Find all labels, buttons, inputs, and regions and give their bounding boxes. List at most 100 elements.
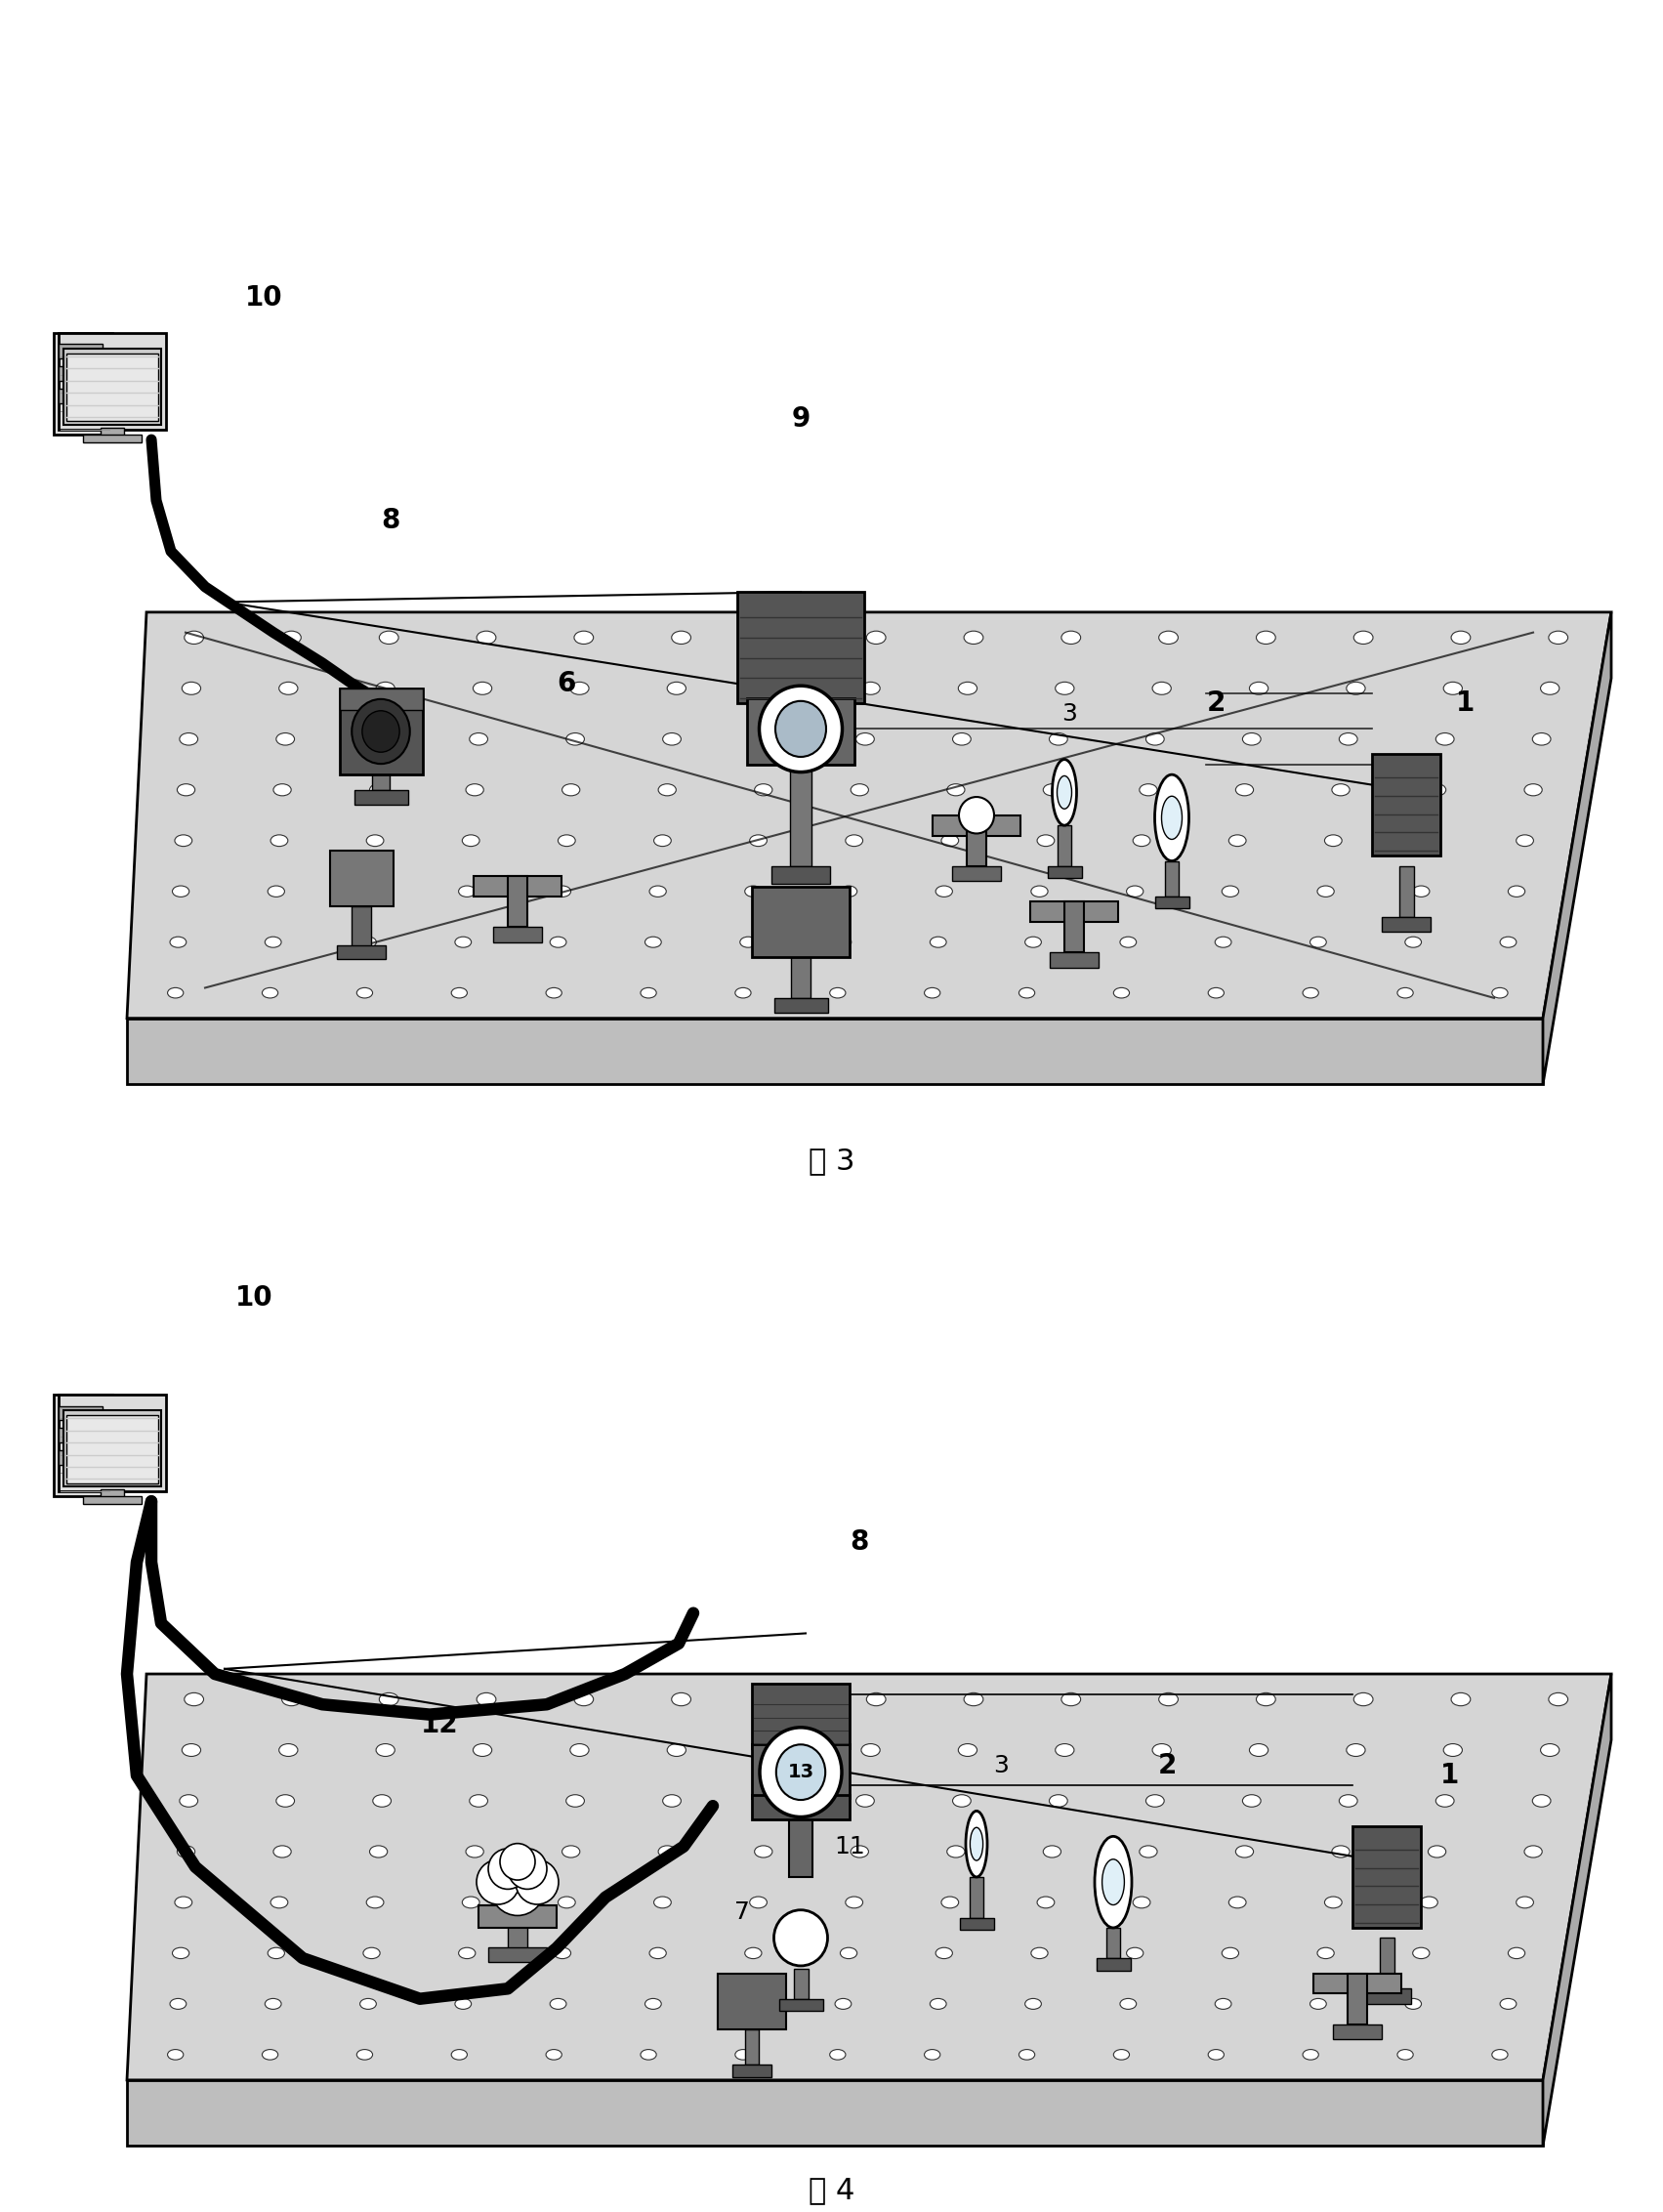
- Ellipse shape: [554, 885, 570, 896]
- Ellipse shape: [273, 783, 291, 796]
- Bar: [1379, 1938, 1394, 1989]
- Bar: [329, 852, 392, 907]
- Bar: [100, 427, 125, 438]
- Ellipse shape: [175, 834, 191, 847]
- Ellipse shape: [1038, 834, 1054, 847]
- Ellipse shape: [1256, 1692, 1276, 1705]
- Ellipse shape: [953, 732, 971, 745]
- Ellipse shape: [175, 1896, 191, 1909]
- Ellipse shape: [170, 1997, 186, 2008]
- Ellipse shape: [740, 936, 757, 947]
- Bar: [970, 1878, 983, 1918]
- Ellipse shape: [1126, 885, 1144, 896]
- Ellipse shape: [1126, 1947, 1144, 1958]
- Ellipse shape: [369, 1845, 387, 1858]
- Ellipse shape: [1412, 885, 1430, 896]
- Ellipse shape: [745, 885, 762, 896]
- Ellipse shape: [953, 1794, 971, 1807]
- Bar: [752, 887, 850, 958]
- Ellipse shape: [1508, 885, 1525, 896]
- Ellipse shape: [1249, 681, 1269, 695]
- Ellipse shape: [264, 1997, 281, 2008]
- Bar: [792, 958, 810, 998]
- Bar: [1347, 1973, 1367, 2024]
- Ellipse shape: [1154, 774, 1189, 860]
- Text: 3: 3: [1061, 701, 1078, 726]
- Ellipse shape: [672, 630, 690, 644]
- Ellipse shape: [276, 1794, 294, 1807]
- Ellipse shape: [649, 1947, 667, 1958]
- Bar: [67, 354, 158, 420]
- Ellipse shape: [1317, 1947, 1334, 1958]
- Ellipse shape: [1532, 1794, 1550, 1807]
- Ellipse shape: [469, 732, 487, 745]
- Ellipse shape: [273, 1845, 291, 1858]
- Bar: [953, 865, 1001, 880]
- Ellipse shape: [559, 1896, 575, 1909]
- Ellipse shape: [866, 1692, 886, 1705]
- Bar: [53, 1396, 113, 1495]
- Ellipse shape: [373, 1794, 391, 1807]
- Ellipse shape: [851, 1845, 868, 1858]
- Ellipse shape: [1310, 936, 1327, 947]
- Ellipse shape: [1139, 1845, 1157, 1858]
- Ellipse shape: [1332, 1845, 1350, 1858]
- Ellipse shape: [271, 834, 288, 847]
- Ellipse shape: [835, 936, 851, 947]
- Ellipse shape: [268, 885, 284, 896]
- Ellipse shape: [451, 989, 467, 998]
- Ellipse shape: [1540, 681, 1560, 695]
- Ellipse shape: [1548, 1692, 1568, 1705]
- Bar: [745, 2028, 758, 2064]
- Bar: [339, 688, 422, 774]
- Ellipse shape: [562, 1845, 580, 1858]
- Bar: [58, 1451, 103, 1464]
- Ellipse shape: [1229, 1896, 1246, 1909]
- Ellipse shape: [659, 1845, 677, 1858]
- Ellipse shape: [168, 2051, 183, 2059]
- Bar: [58, 334, 166, 429]
- Ellipse shape: [366, 834, 384, 847]
- Ellipse shape: [574, 1692, 594, 1705]
- Ellipse shape: [477, 1860, 519, 1905]
- Ellipse shape: [1310, 1997, 1327, 2008]
- Ellipse shape: [1443, 1743, 1462, 1756]
- Ellipse shape: [1229, 834, 1246, 847]
- Ellipse shape: [1058, 776, 1071, 810]
- Ellipse shape: [755, 1845, 772, 1858]
- Ellipse shape: [178, 1845, 195, 1858]
- Bar: [790, 765, 812, 865]
- Ellipse shape: [1492, 2051, 1508, 2059]
- Bar: [100, 1489, 125, 1500]
- Ellipse shape: [456, 1997, 471, 2008]
- Ellipse shape: [1405, 936, 1422, 947]
- Ellipse shape: [170, 936, 186, 947]
- Text: 3: 3: [993, 1754, 1009, 1776]
- Text: 12: 12: [421, 1712, 459, 1739]
- Ellipse shape: [1216, 1997, 1231, 2008]
- Ellipse shape: [664, 732, 682, 745]
- Ellipse shape: [1207, 989, 1224, 998]
- Text: 10: 10: [244, 283, 283, 312]
- Ellipse shape: [1159, 630, 1177, 644]
- Ellipse shape: [1412, 1947, 1430, 1958]
- Ellipse shape: [965, 630, 983, 644]
- Ellipse shape: [659, 783, 677, 796]
- Ellipse shape: [1056, 1743, 1074, 1756]
- Polygon shape: [126, 613, 1611, 1018]
- Ellipse shape: [1094, 1836, 1133, 1927]
- Bar: [1372, 754, 1440, 856]
- Polygon shape: [1543, 1674, 1611, 2146]
- Bar: [752, 1743, 850, 1798]
- Bar: [1154, 896, 1189, 909]
- Ellipse shape: [376, 681, 394, 695]
- Ellipse shape: [856, 732, 875, 745]
- Ellipse shape: [1324, 834, 1342, 847]
- Ellipse shape: [353, 699, 409, 763]
- Ellipse shape: [550, 1997, 567, 2008]
- Ellipse shape: [750, 834, 767, 847]
- Bar: [788, 1818, 813, 1878]
- Ellipse shape: [574, 630, 594, 644]
- Ellipse shape: [830, 2051, 845, 2059]
- Ellipse shape: [768, 630, 788, 644]
